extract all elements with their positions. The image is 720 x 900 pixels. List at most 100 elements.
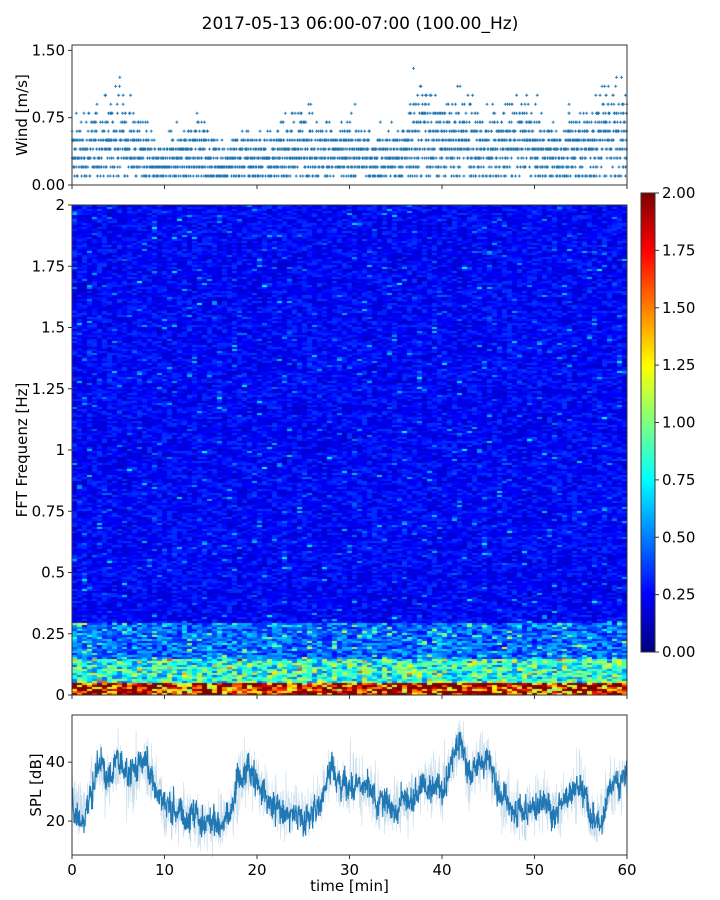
wind-point [326, 174, 330, 178]
wind-point [114, 84, 118, 88]
wind-point [481, 156, 485, 160]
wind-point [375, 156, 379, 160]
wind-point [566, 147, 570, 151]
wind-point [114, 138, 118, 142]
wind-point [128, 111, 132, 115]
wind-point [307, 111, 311, 115]
wind-point [95, 111, 99, 115]
wind-point [200, 156, 204, 160]
wind-point [580, 147, 584, 151]
wind-point [210, 165, 214, 169]
wind-point [606, 102, 610, 106]
wind-point [568, 174, 572, 178]
wind-point [269, 174, 273, 178]
wind-point [225, 174, 229, 178]
wind-point [558, 138, 562, 142]
wind-point [622, 102, 626, 106]
wind-point [609, 147, 613, 151]
colorbar-tick-label: 0.75 [662, 471, 695, 489]
wind-point [95, 102, 99, 106]
wind-point [487, 138, 491, 142]
wind-point [305, 147, 309, 151]
wind-point [496, 120, 500, 124]
wind-point [594, 93, 598, 97]
wind-point [310, 111, 314, 115]
wind-point [110, 111, 114, 115]
wind-point [424, 102, 428, 106]
wind-point [499, 174, 503, 178]
wind-point [595, 165, 599, 169]
wind-point [479, 129, 483, 133]
wind-point [427, 102, 431, 106]
wind-point [475, 147, 479, 151]
wind-point [396, 129, 400, 133]
wind-point [551, 174, 555, 178]
wind-point [153, 147, 157, 151]
wind-point [276, 174, 280, 178]
wind-point [242, 174, 246, 178]
wind-point [458, 174, 462, 178]
spl-xlabel: time [min] [310, 877, 389, 895]
wind-point [117, 174, 121, 178]
wind-point [203, 147, 207, 151]
wind-point [310, 138, 314, 142]
wind-point [141, 120, 145, 124]
wind-point [86, 165, 90, 169]
wind-point [542, 138, 546, 142]
wind-point [206, 129, 210, 133]
wind-point [436, 129, 440, 133]
wind-point [571, 129, 575, 133]
wind-point [539, 111, 543, 115]
wind-point [100, 156, 104, 160]
wind-point [342, 165, 346, 169]
wind-point [523, 165, 527, 169]
wind-point [447, 120, 451, 124]
wind-point [452, 156, 456, 160]
wind-point [541, 147, 545, 151]
wind-point [94, 138, 98, 142]
wind-point [311, 174, 315, 178]
wind-point [589, 120, 593, 124]
wind-point [527, 165, 531, 169]
spl-xtick-label: 40 [432, 861, 451, 879]
wind-point [608, 120, 612, 124]
wind-point [517, 174, 521, 178]
wind-point [417, 129, 421, 133]
wind-point [190, 147, 194, 151]
wind-point [128, 147, 132, 151]
wind-point [137, 129, 141, 133]
wind-point [597, 111, 601, 115]
colorbar-tick-label: 1.00 [662, 414, 695, 432]
wind-point [494, 138, 498, 142]
wind-point [150, 147, 154, 151]
wind-point [515, 93, 519, 97]
wind-point [452, 165, 456, 169]
wind-point [164, 174, 168, 178]
wind-point [188, 174, 192, 178]
wind-point [615, 120, 619, 124]
wind-point [327, 120, 331, 124]
wind-point [102, 174, 106, 178]
wind-point [462, 102, 466, 106]
wind-point [194, 129, 198, 133]
wind-point [495, 156, 499, 160]
spectrogram-ytick-label: 0.25 [32, 625, 65, 643]
wind-point [527, 147, 531, 151]
wind-point [467, 120, 471, 124]
wind-point [472, 165, 476, 169]
wind-point [617, 165, 621, 169]
wind-point [366, 138, 370, 142]
wind-point [416, 93, 420, 97]
wind-point [299, 111, 303, 115]
wind-point [342, 174, 346, 178]
wind-point [584, 156, 588, 160]
wind-ylabel: Wind [m/s] [13, 74, 31, 156]
wind-point [104, 93, 108, 97]
wind-point [444, 129, 448, 133]
wind-point [139, 138, 143, 142]
wind-point [415, 174, 419, 178]
wind-point [428, 111, 432, 115]
wind-point [118, 165, 122, 169]
wind-point [490, 156, 494, 160]
wind-point [455, 174, 459, 178]
